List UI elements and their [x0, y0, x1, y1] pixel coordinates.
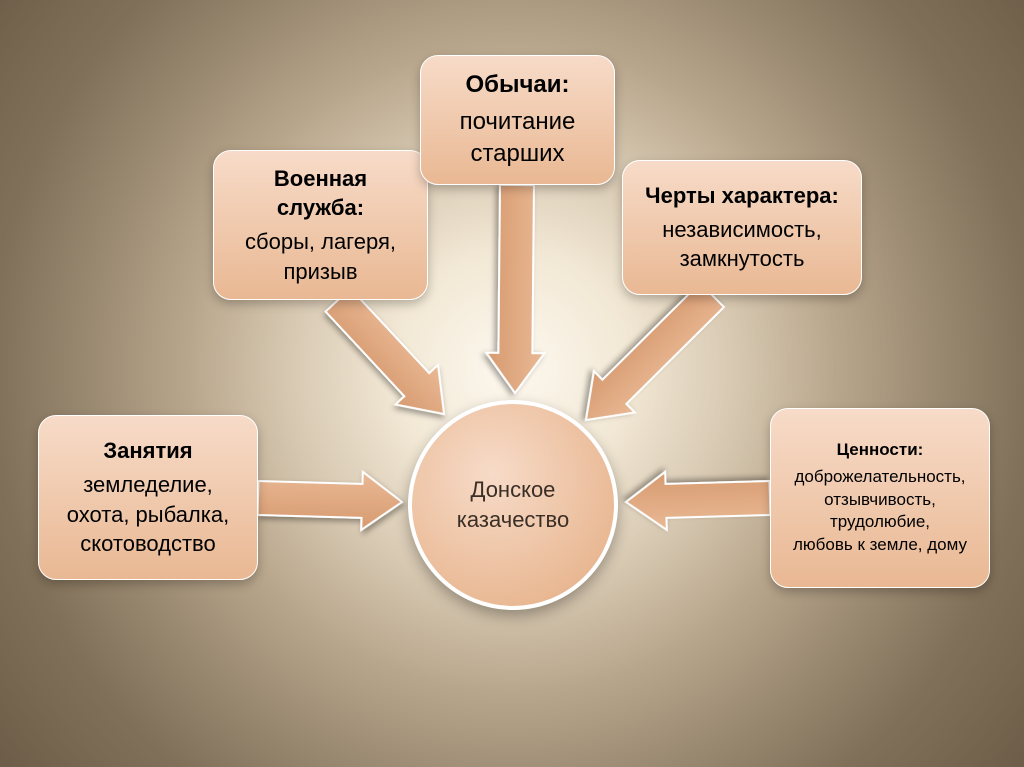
arrow-military — [317, 280, 465, 433]
node-values-body: доброжелательность, отзывчивость, трудол… — [787, 466, 973, 558]
node-traits: Черты характера: независимость, замкнутос… — [622, 160, 862, 295]
node-occupations: Занятия земледелие, охота, рыбалка, ското… — [38, 415, 258, 580]
node-military-body: сборы, лагеря, призыв — [230, 227, 411, 286]
center-node: Донское казачество — [408, 400, 618, 610]
arrow-traits — [566, 274, 733, 440]
node-values: Ценности: доброжелательность, отзывчивост… — [770, 408, 990, 588]
arrow-occupations — [257, 469, 403, 531]
node-customs: Обычаи: почитание старших — [420, 55, 615, 185]
node-traits-body: независимость, замкнутость — [639, 215, 845, 274]
node-occupations-body: земледелие, охота, рыбалка, скотоводство — [55, 470, 241, 559]
node-military-title: Военная служба: — [230, 164, 411, 223]
node-customs-title: Обычаи: — [437, 69, 598, 101]
node-traits-title: Черты характера: — [639, 181, 845, 211]
node-military: Военная служба:сборы, лагеря, призыв — [213, 150, 428, 300]
node-values-title: Ценности: — [787, 439, 973, 462]
arrow-values — [625, 469, 771, 531]
node-customs-body: почитание старших — [437, 106, 598, 171]
center-label: Донское казачество — [457, 475, 569, 534]
arrow-customs — [486, 185, 546, 394]
node-occupations-title: Занятия — [55, 436, 241, 466]
